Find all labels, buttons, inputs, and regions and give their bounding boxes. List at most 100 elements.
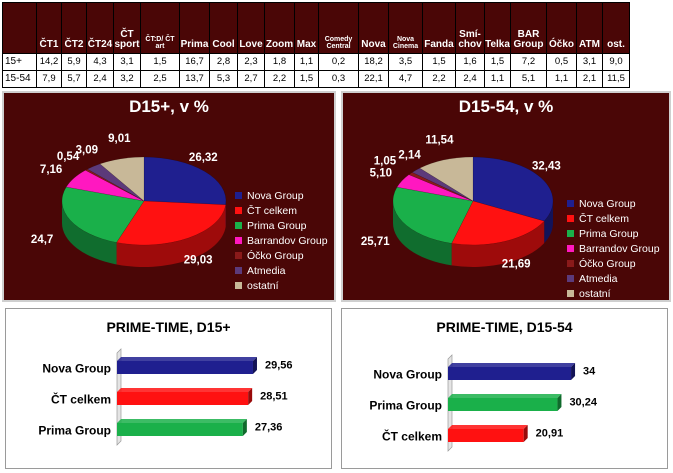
table-cell: 7,9 [36, 70, 62, 88]
bar-side [523, 425, 528, 442]
pie-data-label: 21,69 [502, 258, 531, 270]
column-header: Telka [484, 2, 511, 54]
legend-label: Barrandov Group [579, 242, 660, 255]
legend-item: ostatní [235, 278, 328, 293]
pie-slice [392, 186, 474, 244]
table-cell: 16,7 [179, 53, 210, 71]
column-header: ČT1 [36, 2, 62, 54]
pie-slice [86, 163, 145, 202]
table-header-row: ČT1 ČT2 ČT24 ČT sport ČT:D/ ČT art Prima Cool L… [2, 2, 630, 54]
pie-slice [99, 156, 145, 202]
table-row: 15+ 14,2 5,9 4,3 3,1 1,5 16,7 2,8 2,3 1,8 1,1 0,2 18… [2, 53, 630, 71]
table-cell: 2,4 [86, 70, 114, 88]
legend-swatch [567, 290, 574, 297]
legend-swatch [567, 245, 574, 252]
table-cell: 3,1 [113, 53, 141, 71]
table-cell: 2,2 [264, 70, 295, 88]
row-label: 15-54 [2, 70, 37, 88]
pie-title: D15+, v % [129, 97, 209, 116]
legend-label: Óčko Group [247, 249, 304, 262]
table-cell: 1,5 [422, 53, 456, 71]
table-cell: 0,5 [546, 53, 577, 71]
pie-slice [61, 186, 145, 243]
legend-label: ostatní [579, 287, 611, 300]
pie-slice [84, 168, 145, 202]
table-cell: 7,2 [510, 53, 547, 71]
bar [448, 367, 572, 380]
bar-value-label: 29,56 [265, 360, 293, 372]
column-header: ost. [602, 2, 630, 54]
pie-slice-side [393, 201, 452, 266]
table-cell: 4,3 [86, 53, 114, 71]
category-label: Nova Group [42, 362, 111, 376]
column-header: ČT24 [86, 2, 114, 54]
pie-data-label: 26,32 [189, 152, 218, 164]
legend-label: ČT celkem [579, 212, 629, 225]
legend-swatch [235, 237, 242, 244]
bar-side [242, 419, 247, 436]
table-cell: 2,2 [422, 70, 456, 88]
pie-slice [451, 200, 545, 246]
legend-item: Barrandov Group [567, 241, 660, 256]
table-cell: 1,8 [264, 53, 295, 71]
bar-value-label: 30,24 [569, 397, 597, 409]
bar [117, 392, 249, 405]
bar-value-label: 34 [583, 366, 596, 378]
bar-side [248, 388, 253, 405]
pie-slice [143, 156, 227, 206]
table-cell: 1,1 [484, 70, 511, 88]
table-cell: 1,5 [294, 70, 319, 88]
table-cell: 1,1 [546, 70, 577, 88]
table-cell: 1,6 [455, 53, 485, 71]
pie-panel-d15-54: D15-54, v % 32,43 21,69 25,71 5,10 1,05 2,14 1… [341, 91, 671, 302]
pie-data-label: 0,54 [57, 151, 80, 163]
pie-data-label: 9,01 [108, 133, 131, 145]
legend-swatch [235, 207, 242, 214]
pie-slice [116, 200, 226, 246]
table-cell: 11,5 [602, 70, 630, 88]
table-cell: 2,5 [140, 70, 180, 88]
pie-data-label: 5,10 [370, 168, 392, 180]
table-cell: 1,5 [484, 53, 511, 71]
bar [448, 398, 558, 411]
table-cell: 9,0 [602, 53, 630, 71]
pie-legend: Nova Group ČT celkem Prima Group Barrandov … [235, 188, 328, 293]
column-header: ČT sport [113, 2, 141, 54]
pie-panel-d15plus: D15+, v % 26,32 29,03 24,7 7,16 0,54 3,09 9,01… [2, 91, 336, 302]
table-cell: 5,3 [209, 70, 238, 88]
legend-label: Prima Group [579, 227, 639, 240]
pie-slice [419, 156, 474, 202]
legend-item: ČT celkem [567, 211, 660, 226]
bar-top [117, 419, 247, 423]
legend-item: Atmedia [567, 271, 660, 286]
column-header: Prima [179, 2, 210, 54]
pie-data-label: 1,05 [374, 156, 397, 168]
pie-slice [411, 167, 474, 202]
legend-item: Barrandov Group [235, 233, 328, 248]
legend-item: Prima Group [567, 226, 660, 241]
legend-label: Óčko Group [579, 257, 636, 270]
column-header: Óčko [546, 2, 577, 54]
pie-data-label: 29,03 [184, 254, 213, 266]
table-cell: 1,5 [140, 53, 180, 71]
table-corner-cell [2, 2, 37, 54]
channel-share-table: ČT1 ČT2 ČT24 ČT sport ČT:D/ ČT art Prima Cool L… [2, 2, 630, 88]
legend-label: Nova Group [579, 197, 636, 210]
table-cell: 2,8 [209, 53, 238, 71]
bar-top [117, 388, 253, 392]
row-label: 15+ [2, 53, 37, 71]
table-cell: 1,1 [294, 53, 319, 71]
legend-item: Óčko Group [567, 256, 660, 271]
pie-data-label: 3,09 [76, 145, 98, 157]
legend-label: Barrandov Group [247, 234, 328, 247]
pie-slice [396, 174, 474, 202]
legend-swatch [567, 260, 574, 267]
table-row: 15-54 7,9 5,7 2,4 3,2 2,5 13,7 5,3 2,7 2,2 1,5 0,3 2… [2, 70, 630, 88]
pie-data-label: 11,54 [425, 135, 454, 147]
table-cell: 5,7 [61, 70, 87, 88]
column-header: Max [294, 2, 319, 54]
bar-top [448, 363, 576, 367]
table-cell: 22,1 [358, 70, 389, 88]
pie-data-label: 25,71 [361, 236, 390, 248]
pie-chart-d15plus: 26,32 29,03 24,7 7,160,543,09 9,01 [31, 133, 227, 267]
